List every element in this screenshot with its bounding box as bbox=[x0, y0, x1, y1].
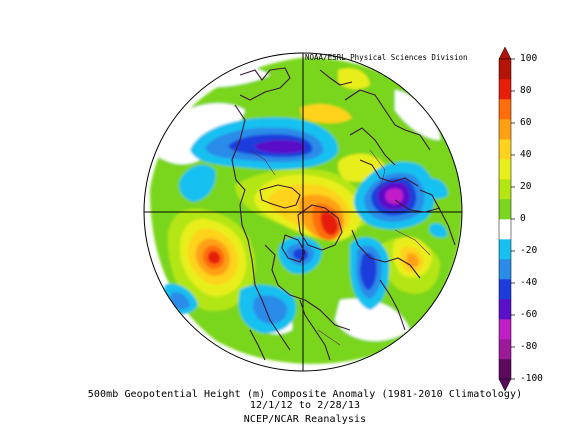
colorbar-tick-label: 80 bbox=[520, 85, 532, 96]
colorbar-segment bbox=[499, 99, 511, 120]
colorbar-segment bbox=[499, 299, 511, 320]
colorbar-segment bbox=[499, 59, 511, 80]
credit-text: NOAA/ESRL Physical Sciences Division bbox=[305, 53, 468, 62]
colorbar-segment bbox=[499, 319, 511, 340]
colorbar-tick-label: -80 bbox=[520, 341, 538, 352]
polar-map bbox=[144, 53, 462, 371]
colorbar-segment bbox=[499, 279, 511, 300]
colorbar-tick-label: 60 bbox=[520, 117, 532, 128]
colorbar-top-arrow bbox=[498, 46, 512, 60]
colorbar-segment bbox=[499, 119, 511, 140]
caption-line-3: NCEP/NCAR Reanalysis bbox=[243, 414, 367, 425]
colorbar-segment bbox=[499, 179, 511, 200]
colorbar-segment bbox=[499, 79, 511, 100]
colorbar-segment bbox=[499, 259, 511, 280]
colorbar-segment bbox=[499, 139, 511, 160]
colorbar bbox=[498, 46, 515, 392]
colorbar-tick-label: 40 bbox=[520, 149, 532, 160]
colorbar-tick-label: -20 bbox=[520, 245, 538, 256]
caption-line-1: 500mb Geopotential Height (m) Composite … bbox=[87, 389, 523, 400]
colorbar-segment bbox=[499, 219, 511, 240]
colorbar-segment bbox=[499, 359, 511, 380]
colorbar-tick-label: 0 bbox=[520, 213, 526, 224]
colorbar-tick-label: 100 bbox=[520, 53, 538, 64]
colorbar-tick-label: -40 bbox=[520, 277, 538, 288]
colorbar-tick-label: 20 bbox=[520, 181, 532, 192]
colorbar-tick-label: -100 bbox=[520, 373, 543, 384]
caption-line-2: 12/1/12 to 2/28/13 bbox=[249, 400, 361, 411]
map-border bbox=[143, 52, 463, 372]
colorbar-segment bbox=[499, 199, 511, 220]
colorbar-segment bbox=[499, 159, 511, 180]
colorbar-segment bbox=[499, 339, 511, 360]
colorbar-segment bbox=[499, 239, 511, 260]
colorbar-tick-label: -60 bbox=[520, 309, 538, 320]
